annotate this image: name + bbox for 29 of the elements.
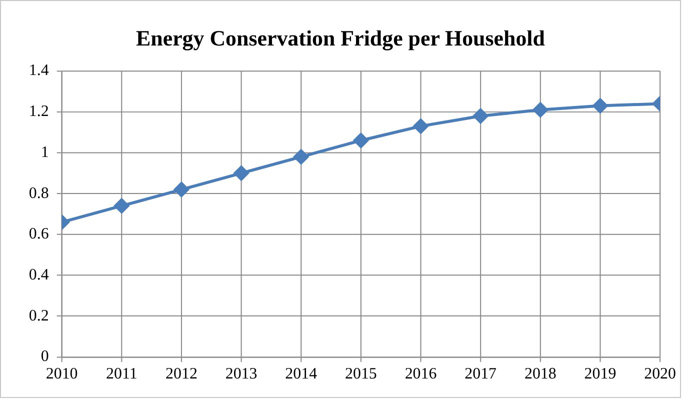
x-tick-label: 2013 xyxy=(225,366,258,383)
x-tick-label: 2016 xyxy=(404,366,437,383)
x-tick-label: 2011 xyxy=(106,366,138,383)
x-tick-label: 2010 xyxy=(46,366,78,383)
x-tick-label: 2015 xyxy=(345,366,377,383)
x-tick-label: 2012 xyxy=(166,366,198,383)
y-tick-label: 0.6 xyxy=(28,226,49,243)
y-tick-label: 0.8 xyxy=(28,184,49,202)
point xyxy=(234,166,249,181)
x-tick-label: 2014 xyxy=(285,366,318,383)
point xyxy=(413,118,428,134)
x-tick-label: 2019 xyxy=(584,366,616,383)
x-tick-label: 2020 xyxy=(644,366,676,383)
y-tick-label: 1 xyxy=(40,144,49,161)
point xyxy=(174,182,189,197)
x-tick-label: 2018 xyxy=(524,366,556,383)
y-tick-label: 0 xyxy=(40,348,49,366)
point xyxy=(353,133,368,148)
point xyxy=(592,98,608,114)
point xyxy=(473,108,488,124)
y-tick-label: 0.2 xyxy=(28,307,49,324)
y-tick-label: 0.4 xyxy=(28,266,49,284)
y-tick-label: 1.2 xyxy=(28,103,49,120)
y-tick-label: 1.4 xyxy=(28,62,49,80)
point xyxy=(532,102,548,118)
chart-title: Energy Conservation Fridge per Household xyxy=(136,26,545,51)
point xyxy=(114,198,130,214)
point xyxy=(294,149,309,164)
x-tick-label: 2017 xyxy=(464,366,497,383)
